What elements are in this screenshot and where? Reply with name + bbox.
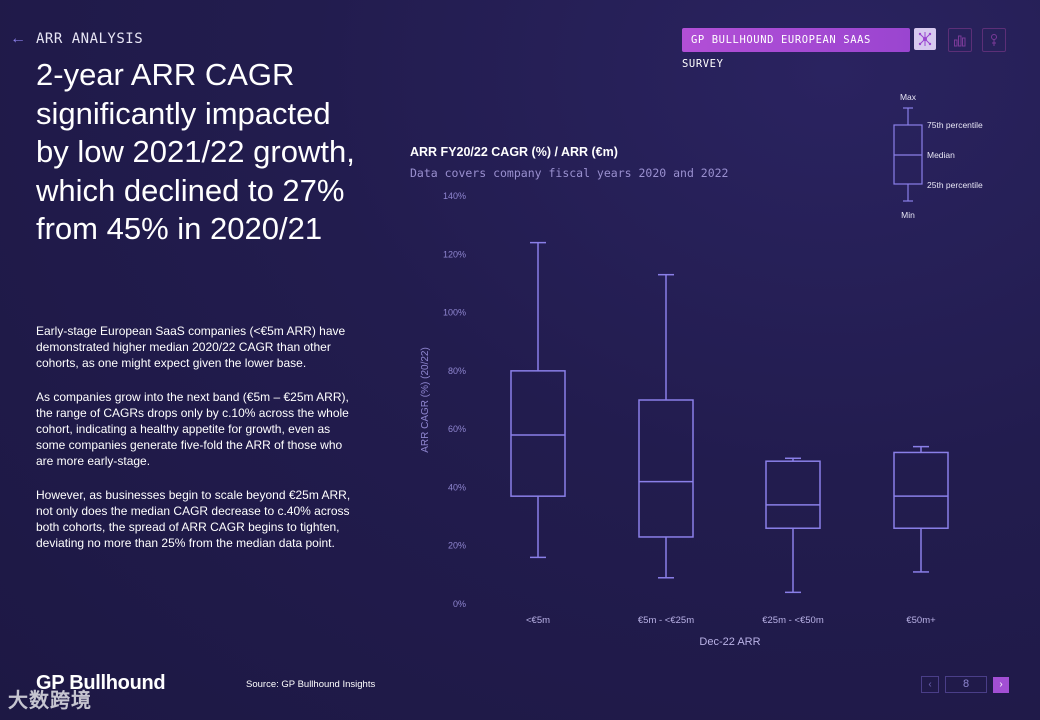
section-nav: ← ARR ANALYSIS	[10, 30, 144, 48]
watermark: 大数跨境	[8, 690, 92, 712]
legend-p75-label: 75th percentile	[927, 120, 983, 130]
box-iqr	[638, 399, 694, 538]
y-tick-label: 40%	[448, 482, 466, 492]
x-axis-label: Dec-22 ARR	[699, 636, 760, 648]
x-tick-label: €25m - <€50m	[762, 615, 824, 626]
page-number: 8	[945, 676, 987, 693]
back-arrow-icon[interactable]: ←	[10, 30, 26, 47]
x-tick-label: €50m+	[906, 615, 936, 626]
legend-p25-label: 25th percentile	[927, 180, 983, 190]
paragraph-1: Early-stage European SaaS companies (<€5…	[36, 324, 346, 371]
source-note: Source: GP Bullhound Insights	[246, 679, 376, 690]
next-page-button[interactable]: ›	[993, 676, 1009, 693]
chart-area: ARR FY20/22 CAGR (%) / ARR (€m) Data cov…	[380, 80, 1040, 670]
y-tick-label: 20%	[448, 541, 466, 551]
share-icon[interactable]	[914, 28, 936, 50]
y-tick-label: 120%	[443, 249, 466, 259]
legend-min-label: Min	[901, 210, 915, 220]
pager: ‹ 8 ›	[921, 676, 1009, 693]
y-tick-label: 100%	[443, 308, 466, 318]
chart-title: ARR FY20/22 CAGR (%) / ARR (€m)	[410, 145, 618, 159]
tool-icon[interactable]	[982, 28, 1006, 52]
y-tick-label: 0%	[453, 599, 466, 609]
legend-max-label: Max	[900, 92, 917, 102]
boxplot-chart: 0% 20% 40% 60% 80% 100% 120% 140% ARR CAGR (%) (…	[420, 92, 983, 648]
paragraph-2: As companies grow into the next band (€5…	[36, 389, 349, 469]
prev-page-button[interactable]: ‹	[921, 676, 939, 693]
survey-button[interactable]: GP BULLHOUND EUROPEAN SAAS SURVEY	[682, 28, 910, 70]
x-tick-label: <€5m	[526, 615, 550, 626]
legend-median-label: Median	[927, 150, 955, 160]
y-tick-label: 140%	[443, 191, 466, 201]
page-headline: 2-year ARR CAGR significantly impacted b…	[36, 57, 355, 246]
box-iqr	[510, 370, 566, 497]
body-text: Early-stage European SaaS companies (<€5…	[36, 323, 356, 568]
chart-subtitle: Data covers company fiscal years 2020 an…	[410, 166, 729, 180]
y-tick-label: 80%	[448, 366, 466, 376]
x-tick-label: €5m - <€25m	[638, 615, 694, 626]
box-iqr	[765, 460, 821, 529]
gp-bullhound-logo: GP Bullhound	[36, 672, 166, 694]
y-tick-label: 60%	[448, 424, 466, 434]
box-iqr	[893, 451, 949, 529]
y-axis-label: ARR CAGR (%) (20/22)	[420, 347, 431, 453]
paragraph-3: However, as businesses begin to scale be…	[36, 487, 351, 551]
bar-chart-icon[interactable]	[948, 28, 972, 52]
section-label: ARR ANALYSIS	[36, 31, 144, 47]
